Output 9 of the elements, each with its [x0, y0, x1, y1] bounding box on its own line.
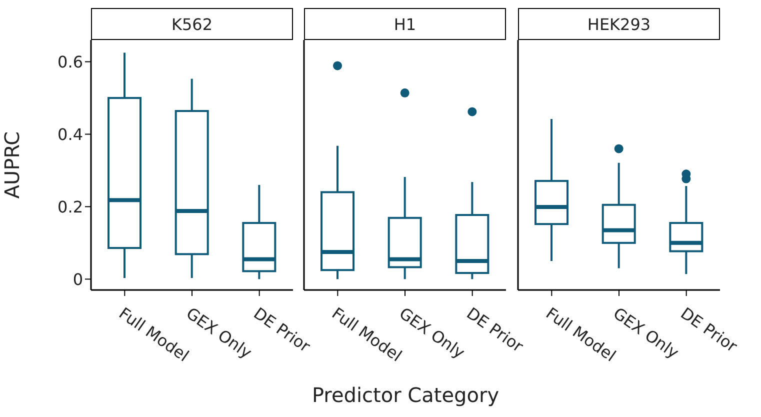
y-tick-label: 0.6 [58, 52, 83, 72]
y-tick-label: 0.4 [58, 124, 83, 144]
chart-title: HEK293 [518, 8, 720, 40]
chart-title: H1 [304, 8, 506, 40]
chart-title: K562 [91, 8, 293, 40]
y-tick-label: 0 [72, 270, 83, 289]
y-tick-label: 0.2 [58, 197, 83, 216]
y-axis-title: AUPRC [0, 131, 24, 199]
x-axis-title: Predictor Category [310, 383, 500, 407]
